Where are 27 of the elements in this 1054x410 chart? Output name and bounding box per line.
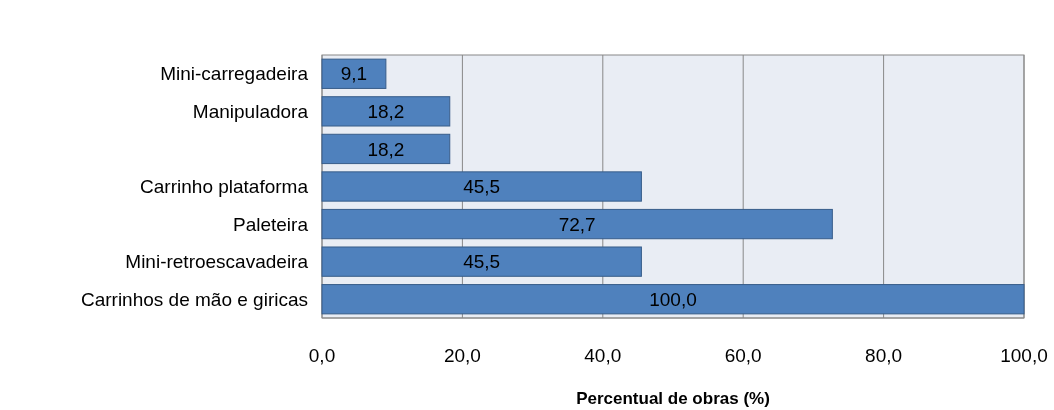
bar xyxy=(321,284,1025,315)
y-tick-label: Mini-retroescavadeira xyxy=(125,251,309,273)
bar xyxy=(321,133,451,165)
data-label: 100,0 xyxy=(649,288,697,310)
data-label: 45,5 xyxy=(463,176,501,198)
x-tick-label: 40,0 xyxy=(584,345,622,366)
data-label: 45,5 xyxy=(463,251,501,273)
data-label: 9,1 xyxy=(340,63,368,85)
x-tick-label: 60,0 xyxy=(724,345,762,366)
data-label: 72,7 xyxy=(558,213,596,235)
x-tick-label: 80,0 xyxy=(865,345,903,366)
x-tick-label: 100,0 xyxy=(1000,345,1048,366)
y-tick-label: Paleteira xyxy=(233,213,309,235)
bar xyxy=(321,58,387,89)
y-tick-label: Manipuladora xyxy=(192,101,309,123)
y-tick-label: Carrinho plataforma xyxy=(140,176,309,198)
y-tick-label: Mini-carregadeira xyxy=(160,63,309,85)
bar xyxy=(321,246,642,277)
data-label: 18,2 xyxy=(367,138,405,160)
bar xyxy=(321,96,451,127)
x-axis-title: Percentual de obras (%) xyxy=(576,389,770,408)
y-tick-label: Carrinhos de mão e giricas xyxy=(80,288,308,310)
bar xyxy=(321,208,833,240)
x-tick-label: 0,0 xyxy=(308,345,336,366)
data-label: 18,2 xyxy=(367,101,405,123)
x-tick-label: 20,0 xyxy=(443,345,481,366)
bar xyxy=(321,171,642,202)
